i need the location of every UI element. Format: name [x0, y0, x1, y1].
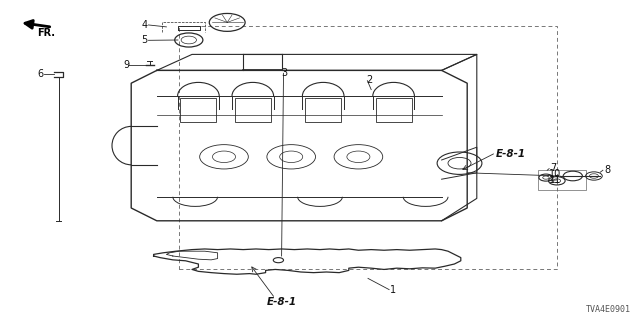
Bar	[538, 170, 586, 190]
Bar	[235, 98, 271, 122]
Bar	[305, 98, 341, 122]
Text: 11: 11	[549, 175, 561, 185]
Bar	[180, 98, 216, 122]
Text: FR.: FR.	[37, 28, 55, 38]
Text: 2: 2	[366, 75, 372, 85]
Text: E-8-1: E-8-1	[496, 148, 526, 159]
Bar	[179, 26, 557, 269]
Text: 3: 3	[282, 68, 288, 78]
Text: 6: 6	[37, 69, 44, 79]
Text: 7: 7	[550, 163, 557, 173]
Text: E-8-1: E-8-1	[266, 297, 297, 307]
Text: 9: 9	[123, 60, 129, 70]
Text: TVA4E0901: TVA4E0901	[586, 305, 630, 314]
Text: 10: 10	[549, 169, 561, 180]
Text: 4: 4	[141, 20, 147, 30]
Text: 1: 1	[390, 285, 397, 295]
Text: 5: 5	[141, 35, 147, 45]
Bar	[376, 98, 412, 122]
Text: 8: 8	[604, 164, 611, 175]
